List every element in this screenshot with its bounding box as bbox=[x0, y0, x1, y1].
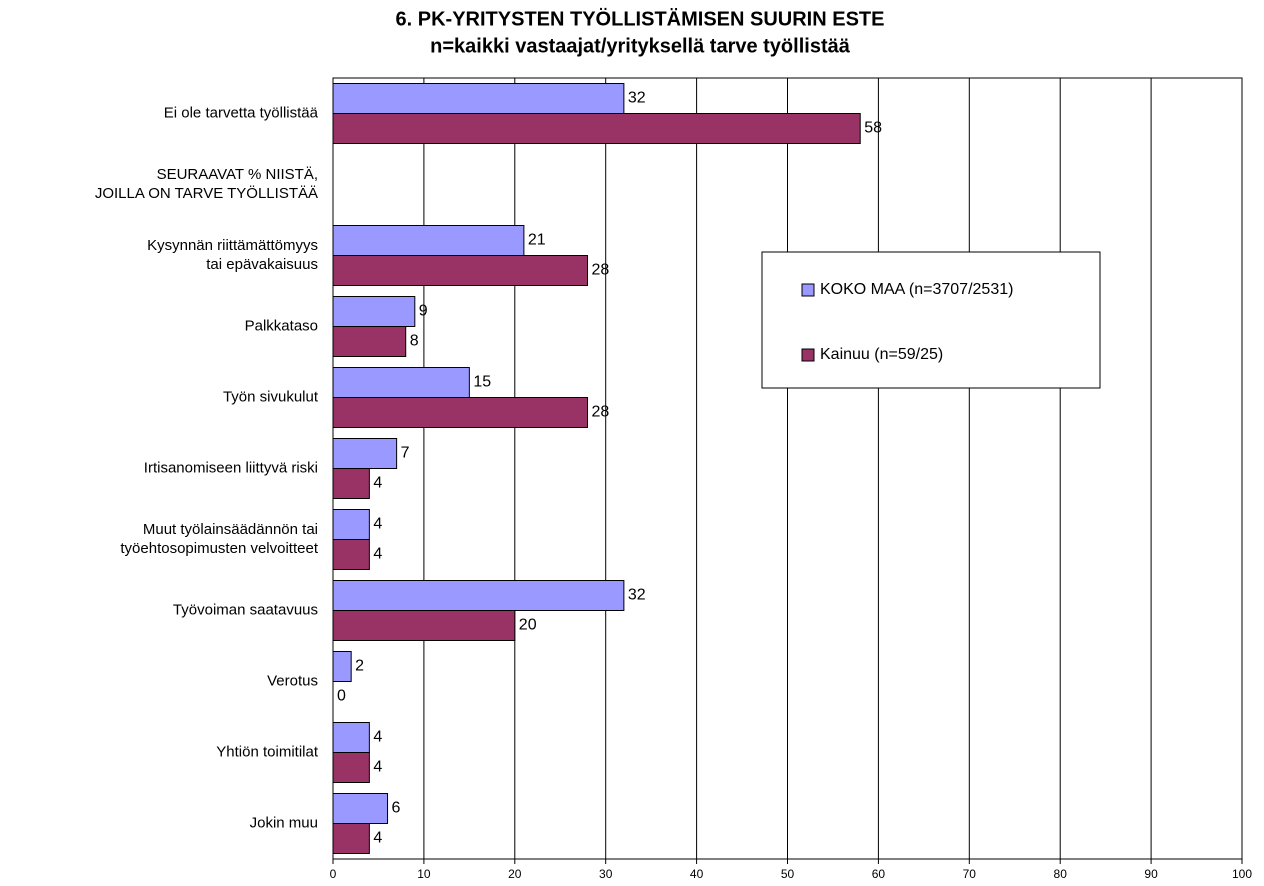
x-tick-label: 30 bbox=[599, 867, 613, 881]
bar bbox=[332, 397, 589, 428]
x-tick-label: 70 bbox=[963, 867, 977, 881]
value-label: 4 bbox=[373, 830, 382, 847]
y-tick-label: Palkkataso bbox=[245, 317, 318, 334]
value-label: 20 bbox=[519, 617, 537, 634]
bar bbox=[332, 722, 370, 753]
bar bbox=[332, 509, 370, 540]
y-tick-label: Muut työlainsäädännön tai työehtosopimust… bbox=[120, 521, 318, 557]
legend-swatch bbox=[801, 348, 815, 362]
bar bbox=[332, 83, 625, 114]
value-label: 32 bbox=[628, 587, 646, 604]
value-label: 7 bbox=[401, 445, 410, 462]
bar bbox=[332, 752, 370, 783]
y-tick-label: SEURAAVAT % NIISTÄ, JOILLA ON TARVE TYÖLL… bbox=[95, 166, 318, 202]
value-label: 4 bbox=[373, 516, 382, 533]
x-tick-label: 100 bbox=[1232, 867, 1252, 881]
value-label: 8 bbox=[410, 333, 419, 350]
y-tick-label: Työvoiman saatavuus bbox=[173, 601, 318, 618]
legend-box bbox=[761, 251, 1101, 389]
x-tick-label: 20 bbox=[508, 867, 522, 881]
bar bbox=[332, 113, 861, 144]
bar bbox=[332, 296, 416, 327]
x-tick-label: 10 bbox=[417, 867, 431, 881]
bar bbox=[332, 255, 589, 286]
value-label: 58 bbox=[864, 120, 882, 137]
value-label: 4 bbox=[373, 759, 382, 776]
y-tick-label: Ei ole tarvetta työllistää bbox=[164, 104, 319, 121]
legend-swatch bbox=[801, 283, 815, 297]
y-tick-label: Yhtiön toimitilat bbox=[216, 743, 319, 760]
y-tick-label: Kysynnän riittämättömyys tai epävakaisuus bbox=[147, 237, 318, 273]
bar bbox=[332, 326, 407, 357]
x-tick-label: 80 bbox=[1054, 867, 1068, 881]
bar bbox=[332, 580, 625, 611]
value-label: 28 bbox=[592, 262, 610, 279]
value-label: 4 bbox=[373, 729, 382, 746]
value-label: 6 bbox=[392, 800, 401, 817]
x-tick-label: 0 bbox=[330, 867, 337, 881]
value-label: 2 bbox=[355, 658, 364, 675]
x-tick-label: 90 bbox=[1144, 867, 1158, 881]
bar bbox=[332, 610, 516, 641]
chart-title: 6. PK-YRITYSTEN TYÖLLISTÄMISEN SUURIN ES… bbox=[396, 7, 885, 30]
bar bbox=[332, 225, 525, 256]
bar bbox=[332, 793, 389, 824]
x-tick-label: 40 bbox=[690, 867, 704, 881]
bar bbox=[332, 823, 370, 854]
bar bbox=[332, 438, 398, 469]
chart-subtitle: n=kaikki vastaajat/yrityksellä tarve työ… bbox=[430, 35, 851, 57]
bar bbox=[332, 468, 370, 499]
legend-label: Kainuu (n=59/25) bbox=[820, 346, 943, 363]
value-label: 32 bbox=[628, 90, 646, 107]
value-label: 15 bbox=[473, 374, 491, 391]
legend-label: KOKO MAA (n=3707/2531) bbox=[820, 281, 1013, 298]
value-label: 4 bbox=[373, 546, 382, 563]
x-tick-label: 50 bbox=[781, 867, 795, 881]
y-tick-label: Verotus bbox=[267, 672, 318, 689]
y-tick-label: Työn sivukulut bbox=[223, 388, 319, 405]
bar bbox=[332, 367, 470, 398]
y-tick-label: Irtisanomiseen liittyvä riski bbox=[144, 459, 318, 476]
value-label: 0 bbox=[337, 688, 346, 705]
bar bbox=[332, 651, 352, 682]
value-label: 28 bbox=[592, 404, 610, 421]
y-tick-label: Jokin muu bbox=[250, 814, 318, 831]
value-label: 9 bbox=[419, 303, 428, 320]
bar bbox=[332, 539, 370, 570]
value-label: 21 bbox=[528, 232, 546, 249]
value-label: 4 bbox=[373, 475, 382, 492]
x-tick-label: 60 bbox=[872, 867, 886, 881]
